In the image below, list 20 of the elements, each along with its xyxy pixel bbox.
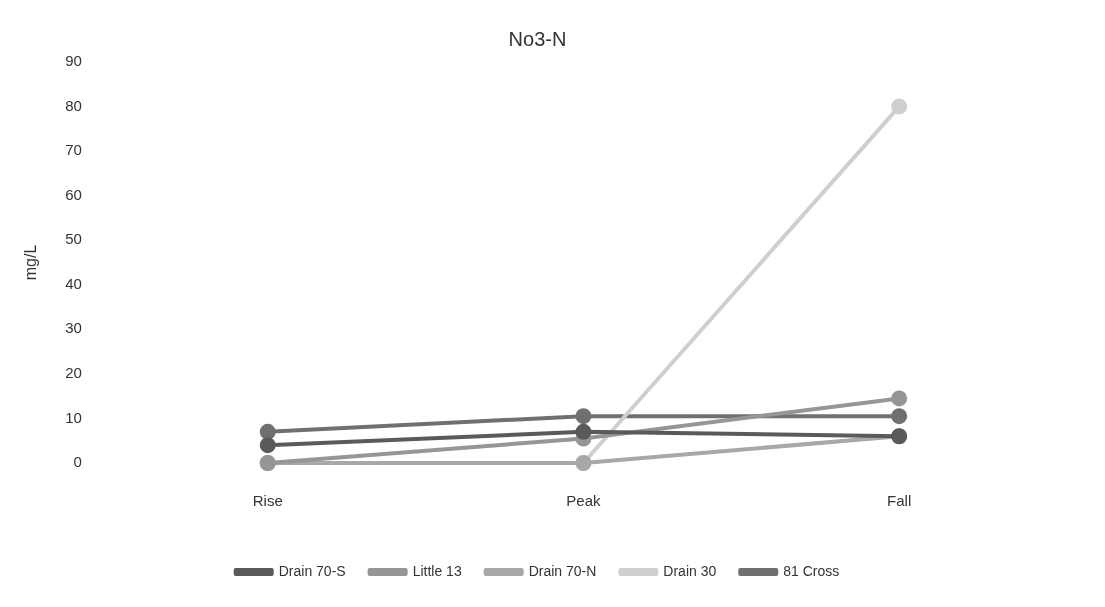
y-tick-label: 30 [65, 319, 82, 337]
y-tick-label: 50 [65, 230, 82, 248]
legend-label: Drain 70-N [528, 562, 597, 579]
x-tick-label: Peak [566, 492, 602, 510]
x-tick-label: Fall [887, 492, 912, 510]
y-tick-label: 80 [65, 96, 82, 114]
y-tick-label: 0 [73, 453, 82, 471]
y-tick-label: 90 [65, 52, 82, 70]
x-tick-label: Rise [252, 492, 283, 510]
legend-label: Drain 70-S [278, 562, 346, 579]
legend-label: Drain 30 [663, 562, 717, 579]
y-tick-label: 20 [65, 364, 82, 382]
y-tick-label: 60 [65, 185, 82, 203]
y-tick-label: 40 [65, 274, 82, 292]
chart-title: No3-N [508, 27, 567, 50]
legend-label: Little 13 [412, 562, 462, 579]
y-tick-label: 70 [65, 141, 82, 159]
legend-label: 81 Cross [783, 562, 840, 579]
y-tick-label: 10 [65, 408, 82, 426]
y-axis-title: mg/L [22, 244, 40, 281]
